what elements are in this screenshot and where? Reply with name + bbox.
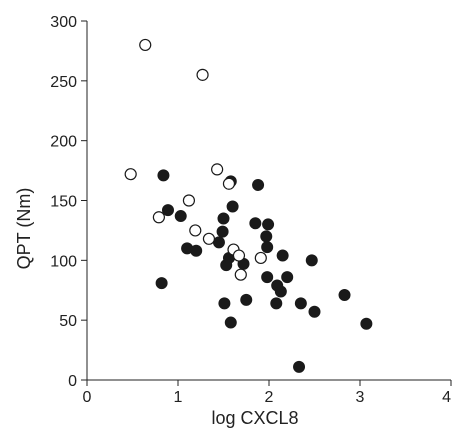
data-point-open bbox=[139, 38, 152, 52]
data-point-open bbox=[189, 224, 202, 237]
data-point-filled bbox=[274, 285, 287, 298]
data-point-filled bbox=[305, 254, 318, 267]
data-point-filled bbox=[262, 218, 275, 231]
data-point-filled bbox=[276, 249, 289, 262]
x-tick-label: 2 bbox=[265, 389, 274, 406]
data-point-open bbox=[182, 194, 196, 207]
data-point-filled bbox=[157, 169, 170, 182]
data-point-filled bbox=[261, 271, 274, 284]
y-tick-label: 250 bbox=[50, 74, 77, 91]
data-point-filled bbox=[212, 236, 225, 249]
data-point-filled bbox=[261, 241, 274, 254]
data-point-filled bbox=[155, 277, 168, 290]
x-tick-label: 4 bbox=[442, 389, 451, 406]
x-tick-label: 1 bbox=[174, 389, 183, 406]
data-point-open bbox=[202, 232, 216, 245]
x-tick-label: 0 bbox=[83, 389, 92, 406]
y-tick-label: 200 bbox=[50, 134, 77, 151]
data-point-filled bbox=[281, 271, 294, 284]
x-axis-ticks: 0 1 2 3 4 bbox=[83, 380, 452, 406]
data-point-filled bbox=[216, 225, 229, 238]
data-point-filled bbox=[308, 305, 321, 318]
data-point-filled bbox=[218, 297, 231, 310]
data-point-open bbox=[196, 68, 209, 81]
data-point-filled bbox=[270, 297, 283, 310]
data-point-filled bbox=[190, 244, 203, 257]
y-tick-label: 100 bbox=[50, 253, 77, 270]
data-point-filled bbox=[249, 217, 262, 230]
data-point-open bbox=[222, 177, 236, 190]
data-point-filled bbox=[360, 317, 373, 330]
data-point-filled bbox=[338, 289, 351, 302]
data-point-open bbox=[234, 268, 247, 281]
data-point-filled bbox=[240, 293, 253, 306]
data-point-filled bbox=[217, 212, 230, 225]
data-point-filled bbox=[294, 297, 307, 310]
y-axis-title: QPT (Nm) bbox=[14, 188, 34, 270]
data-point-filled bbox=[226, 200, 239, 213]
x-tick-label: 3 bbox=[356, 389, 365, 406]
x-axis-title: log CXCL8 bbox=[211, 408, 298, 428]
data-point-open bbox=[254, 251, 267, 265]
data-point-open bbox=[124, 168, 137, 181]
y-tick-label: 0 bbox=[68, 373, 77, 390]
y-tick-label: 300 bbox=[50, 14, 77, 31]
data-point-filled bbox=[252, 178, 265, 191]
data-point-filled bbox=[293, 360, 306, 373]
data-point-filled bbox=[260, 230, 273, 243]
data-point-open bbox=[232, 249, 246, 262]
data-point-open bbox=[211, 163, 224, 176]
y-tick-label: 50 bbox=[59, 313, 77, 330]
y-tick-label: 150 bbox=[50, 194, 77, 211]
y-axis-ticks: 0 50 100 150 200 250 300 bbox=[50, 14, 87, 390]
data-points bbox=[124, 38, 373, 373]
data-point-filled bbox=[174, 210, 187, 223]
data-point-filled bbox=[224, 316, 237, 329]
data-point-open bbox=[152, 211, 165, 224]
axes bbox=[86, 21, 451, 381]
data-point-filled bbox=[161, 204, 174, 217]
